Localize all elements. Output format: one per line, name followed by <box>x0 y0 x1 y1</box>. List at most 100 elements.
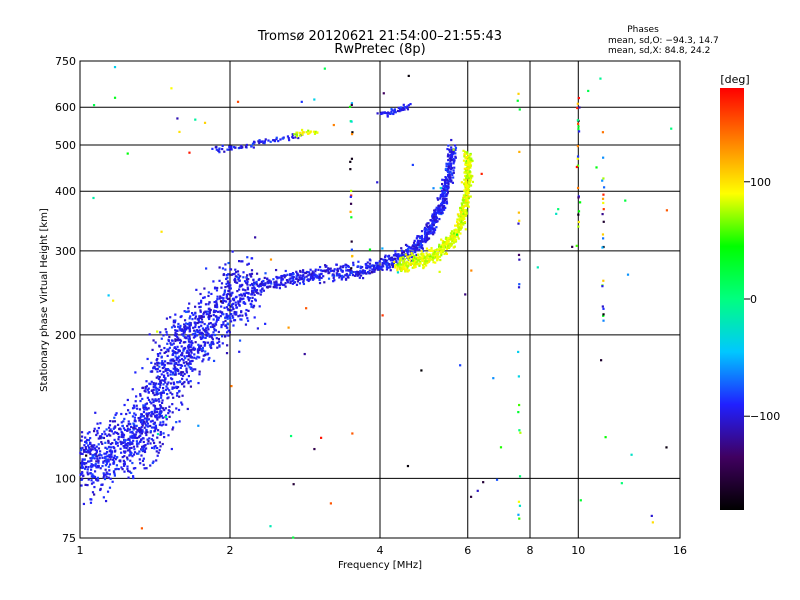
data-point-o <box>238 350 241 353</box>
data-point-x <box>434 254 438 257</box>
data-point-o <box>451 173 454 176</box>
data-point-o <box>275 284 279 287</box>
data-point-o <box>200 299 203 302</box>
data-point-o <box>152 381 155 385</box>
data-point-o <box>372 268 375 271</box>
data-point-o <box>445 202 449 205</box>
data-point-o <box>195 357 198 360</box>
noise-point <box>92 104 96 107</box>
data-point-x <box>457 237 460 240</box>
data-point-o <box>190 348 193 351</box>
data-point-x <box>458 219 462 222</box>
data-point-o <box>451 152 454 155</box>
data-point-o <box>132 467 136 470</box>
noise-point <box>350 194 353 197</box>
noise-point <box>577 96 580 100</box>
data-point-o <box>186 407 189 411</box>
data-point-o <box>81 452 84 456</box>
data-point-o <box>219 310 222 313</box>
data-point-o <box>108 424 112 427</box>
data-point-o <box>120 451 123 454</box>
data-point-o <box>96 422 99 425</box>
data-point-o <box>131 455 134 458</box>
data-point-o <box>237 300 240 303</box>
data-point-o <box>146 357 149 361</box>
noise-point <box>517 500 521 503</box>
data-point-o <box>139 393 142 396</box>
data-point-o <box>396 109 400 113</box>
data-point-o <box>245 291 248 295</box>
data-point-o <box>84 440 87 444</box>
data-point-o <box>169 342 172 345</box>
data-point-o <box>140 419 143 422</box>
data-point-x <box>424 258 427 261</box>
data-point-o <box>109 458 112 461</box>
data-point-o <box>439 193 443 197</box>
data-point-o <box>165 333 169 336</box>
data-point-o <box>153 421 157 424</box>
data-point-x <box>447 242 450 245</box>
data-point-o <box>442 205 445 209</box>
data-point-o <box>138 440 142 443</box>
data-point-o <box>95 449 99 452</box>
data-point-x <box>449 235 452 238</box>
data-point-x <box>462 215 466 218</box>
data-point-o <box>212 331 215 334</box>
data-point-x <box>467 201 470 204</box>
data-point-o <box>133 436 137 439</box>
data-point-o <box>303 278 306 281</box>
data-point-o <box>432 227 435 231</box>
data-point-x <box>459 213 462 216</box>
data-point-o <box>142 406 145 409</box>
data-point-o <box>253 287 257 290</box>
data-point-o <box>108 463 112 466</box>
data-point-o <box>138 450 141 453</box>
data-point-o <box>144 403 147 406</box>
data-point-o <box>84 447 88 450</box>
data-point-o <box>190 312 194 315</box>
noise-point <box>579 499 582 502</box>
data-point-o <box>263 282 266 286</box>
data-point-x <box>411 258 415 261</box>
data-point-o <box>332 280 335 283</box>
data-point-o <box>254 299 257 302</box>
data-point-o <box>272 278 275 281</box>
data-point-o <box>252 291 255 294</box>
data-point-x <box>295 131 298 134</box>
data-point-o <box>367 266 371 269</box>
data-point-o <box>230 148 233 151</box>
data-point-o <box>196 330 200 334</box>
data-point-o <box>226 280 229 283</box>
data-point-o <box>168 410 171 413</box>
data-point-o <box>146 413 150 416</box>
noise-point <box>351 432 354 435</box>
data-point-o <box>429 232 433 235</box>
noise-point <box>670 127 673 130</box>
data-point-o <box>210 292 213 296</box>
noise-point <box>203 121 207 124</box>
data-point-o <box>149 424 152 428</box>
noise-point <box>113 96 117 99</box>
data-point-o <box>350 271 354 274</box>
data-point-o <box>131 435 134 438</box>
data-point-o <box>446 155 450 158</box>
data-point-x <box>455 229 458 232</box>
data-point-o <box>157 354 160 358</box>
data-point-x <box>398 266 402 269</box>
data-point-x <box>464 199 468 203</box>
data-point-o <box>116 444 120 447</box>
data-point-o <box>97 447 101 450</box>
data-point-o <box>192 332 195 336</box>
data-point-o <box>382 111 385 114</box>
data-point-o <box>345 272 348 276</box>
data-point-o <box>120 421 123 424</box>
data-point-o <box>246 280 249 283</box>
data-point-o <box>180 357 184 361</box>
data-point-o <box>214 310 217 313</box>
data-point-x <box>396 267 399 270</box>
data-point-o <box>445 165 448 168</box>
data-point-o <box>122 434 126 437</box>
noise-point <box>601 237 605 240</box>
data-point-o <box>156 454 159 457</box>
